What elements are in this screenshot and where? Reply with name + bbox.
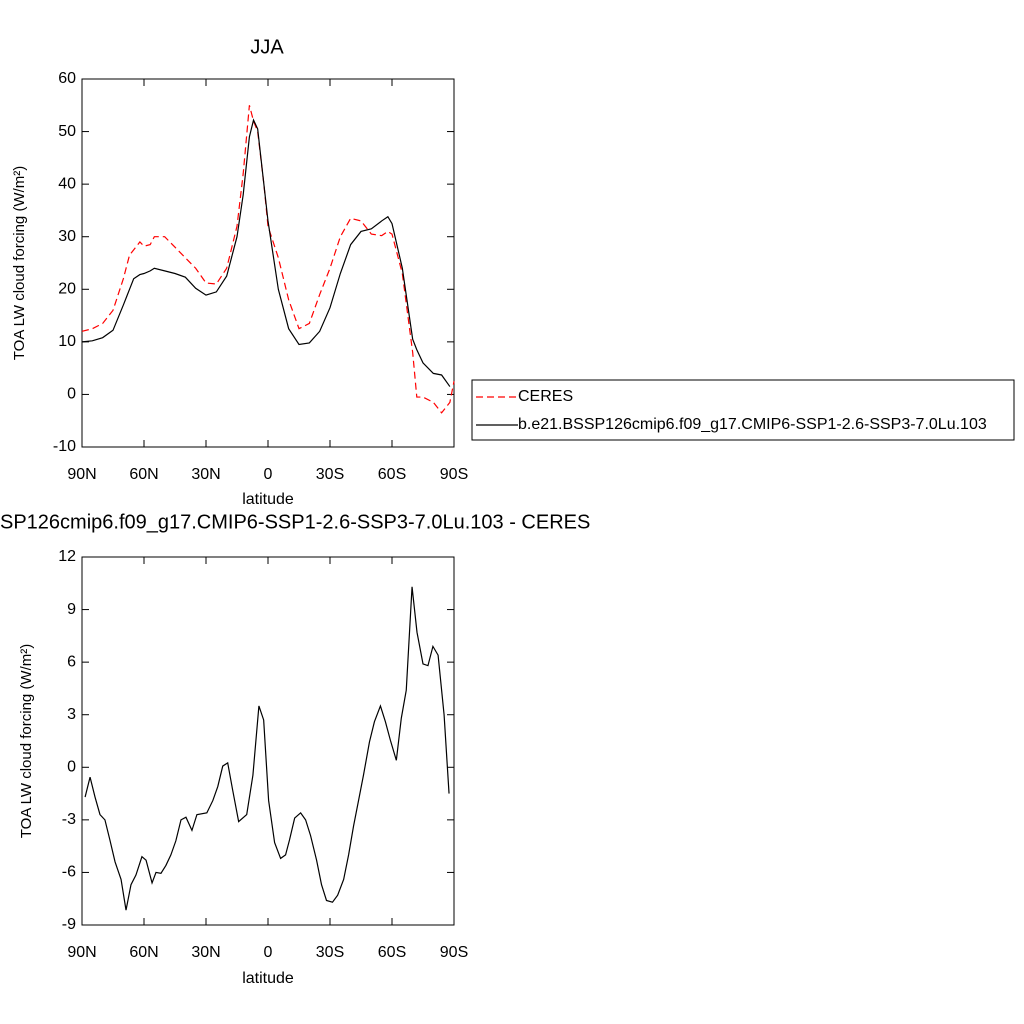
y-axis-label: TOA LW cloud forcing (W/m²) [18, 644, 35, 838]
y-tick-label: 30 [58, 228, 76, 245]
y-tick-label: -9 [62, 916, 76, 933]
y-tick-label: 50 [58, 123, 76, 140]
data-line [84, 586, 450, 911]
chart-title: SP126cmip6.f09_g17.CMIP6-SSP1-2.6-SSP3-7… [0, 511, 590, 533]
data-line [81, 105, 455, 414]
y-tick-label: 20 [58, 281, 76, 298]
y-tick-label: 10 [58, 333, 76, 350]
x-tick-label: 60N [129, 466, 158, 483]
y-tick-label: 6 [67, 653, 76, 670]
x-tick-label: 60S [378, 466, 406, 483]
legend-box [471, 379, 1015, 441]
y-tick-label: 12 [58, 548, 76, 565]
plot-frame [81, 78, 455, 448]
x-tick-label: 90N [67, 944, 96, 961]
y-tick-label: 40 [58, 175, 76, 192]
x-tick-label: 30S [316, 466, 344, 483]
x-tick-label: 30S [316, 944, 344, 961]
x-tick-label: 0 [264, 944, 273, 961]
x-axis-label: latitude [242, 970, 294, 987]
x-axis-label: latitude [242, 491, 294, 508]
x-tick-label: 90S [440, 466, 468, 483]
y-tick-label: 9 [67, 601, 76, 618]
y-axis-label: TOA LW cloud forcing (W/m²) [11, 166, 28, 360]
x-tick-label: 30N [191, 944, 220, 961]
y-tick-label: 0 [67, 386, 76, 403]
y-tick-label: -10 [53, 438, 76, 455]
x-tick-label: 30N [191, 466, 220, 483]
x-tick-label: 60N [129, 944, 158, 961]
x-tick-label: 90S [440, 944, 468, 961]
chart-title: JJA [250, 36, 284, 58]
y-tick-label: -6 [62, 864, 76, 881]
legend-label: CERES [518, 388, 573, 405]
x-tick-label: 60S [378, 944, 406, 961]
y-tick-label: 60 [58, 70, 76, 87]
x-tick-label: 90N [67, 466, 96, 483]
y-tick-label: -3 [62, 811, 76, 828]
y-tick-label: 3 [67, 706, 76, 723]
y-tick-label: 0 [67, 759, 76, 776]
data-line [81, 118, 451, 387]
legend-label: b.e21.BSSP126cmip6.f09_g17.CMIP6-SSP1-2.… [518, 416, 987, 433]
x-tick-label: 0 [264, 466, 273, 483]
